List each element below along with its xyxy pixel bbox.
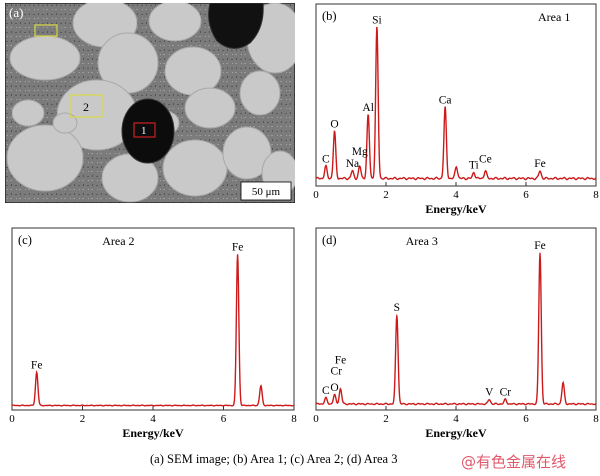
x-tick-label: 8	[593, 413, 599, 425]
x-axis-label: Energy/keV	[425, 426, 487, 440]
plot-frame	[315, 3, 597, 187]
sem-area-2-label: 2	[83, 100, 89, 114]
peak-point	[367, 114, 369, 116]
spectrum-line	[11, 254, 295, 407]
panel-label: (b)	[322, 9, 337, 23]
element-label: Cr	[331, 365, 343, 377]
figure-caption: (a) SEM image; (b) Area 1; (c) Area 2; (…	[150, 452, 398, 466]
x-tick-label: 6	[523, 413, 529, 425]
sem-scale-bar-label: 50 μm	[252, 186, 281, 198]
x-tick-label: 0	[313, 413, 319, 425]
element-label: C	[322, 385, 330, 397]
sem-area-1-label: 1	[141, 125, 147, 137]
x-tick-label: 8	[291, 413, 297, 425]
spectrum-line	[315, 26, 597, 181]
peak-point	[473, 171, 475, 173]
peak-point	[539, 252, 541, 254]
element-label: Ti	[469, 159, 479, 171]
peak-point	[351, 170, 353, 172]
element-label: Cr	[500, 386, 512, 398]
peak-point	[334, 394, 336, 396]
element-label: Si	[372, 14, 382, 26]
x-tick-label: 4	[453, 189, 459, 201]
element-label: O	[330, 119, 338, 131]
peak-point	[376, 26, 378, 28]
element-label: O	[330, 382, 338, 394]
x-tick-label: 4	[150, 413, 156, 425]
peak-point	[237, 253, 239, 255]
sem-area-3-box	[34, 24, 58, 37]
sem-area-2-box	[69, 94, 103, 118]
peak-point	[260, 385, 262, 387]
peak-point	[488, 398, 490, 400]
area-label: Area 2	[102, 234, 134, 248]
watermark: @有色金属在线	[461, 453, 567, 471]
element-label: Fe	[232, 241, 244, 253]
peak-point	[36, 371, 38, 373]
x-tick-label: 0	[313, 189, 319, 201]
element-label: Fe	[335, 355, 347, 367]
peak-point	[504, 398, 506, 400]
element-label: Al	[362, 102, 374, 114]
x-tick-label: 6	[221, 413, 227, 425]
peak-point	[562, 382, 564, 384]
peak-point	[539, 170, 541, 172]
eds-spectrum-area-2: 0 2 4 6 8 Fe Fe (c) Area 2 Energy/keV	[9, 227, 297, 440]
peak-point	[340, 388, 341, 390]
x-tick-label: 4	[453, 413, 459, 425]
sem-image: (a) 2 1 50 μm	[5, 3, 295, 203]
spectrum-line	[315, 253, 597, 406]
element-label: Na	[346, 158, 359, 170]
x-axis-label: Energy/keV	[425, 202, 487, 216]
element-label: Fe	[534, 158, 546, 170]
element-label: Ce	[479, 153, 492, 165]
element-label: Mg	[352, 146, 368, 158]
peak-point	[325, 397, 327, 399]
plot-frame	[315, 227, 597, 411]
peak-point	[484, 170, 486, 172]
peak-point	[455, 165, 457, 167]
area-label: Area 1	[538, 10, 570, 24]
sem-dark-particle-center	[121, 98, 175, 164]
element-label: V	[485, 386, 494, 398]
peak-point	[359, 165, 361, 167]
sem-particles	[6, 3, 295, 203]
sem-dark-particle-top	[208, 3, 264, 49]
element-label: S	[394, 302, 400, 314]
peak-point	[444, 107, 446, 108]
x-tick-label: 8	[593, 189, 599, 201]
x-tick-label: 2	[80, 413, 86, 425]
panel-label: (d)	[322, 233, 337, 247]
element-label: C	[322, 153, 330, 165]
x-tick-label: 6	[523, 189, 529, 201]
panel-label: (c)	[18, 233, 32, 247]
peak-point	[325, 165, 327, 167]
peak-point	[396, 314, 398, 316]
x-tick-label: 2	[383, 413, 389, 425]
element-label: Ca	[439, 95, 452, 107]
sem-panel-label: (a)	[9, 5, 23, 20]
element-label: Fe	[534, 240, 546, 252]
x-axis-label: Energy/keV	[122, 426, 184, 440]
x-tick-label: 0	[9, 413, 15, 425]
area-label: Area 3	[406, 234, 438, 248]
peak-point	[334, 131, 336, 133]
element-label: Fe	[31, 359, 43, 371]
plot-frame	[11, 227, 295, 411]
sem-scale-bar-box	[240, 181, 292, 201]
x-tick-label: 2	[383, 189, 389, 201]
sem-area-1-box	[133, 122, 156, 138]
